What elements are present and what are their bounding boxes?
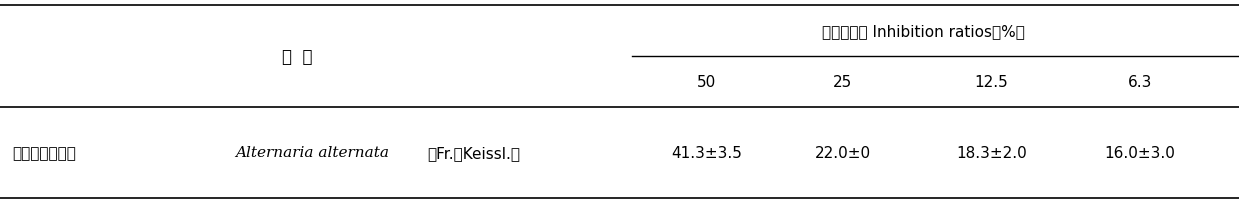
Text: 16.0±3.0: 16.0±3.0 bbox=[1104, 145, 1176, 160]
Text: 6.3: 6.3 bbox=[1127, 74, 1152, 89]
Text: Alternaria alternata: Alternaria alternata bbox=[235, 146, 389, 159]
Text: （Fr.）Keissl.）: （Fr.）Keissl.） bbox=[427, 145, 520, 160]
Text: 处  理: 处 理 bbox=[282, 48, 312, 65]
Text: 抑制生长率 Inhibition ratios（%）: 抑制生长率 Inhibition ratios（%） bbox=[821, 24, 1025, 39]
Text: 41.3±3.5: 41.3±3.5 bbox=[670, 145, 742, 160]
Text: 18.3±2.0: 18.3±2.0 bbox=[955, 145, 1027, 160]
Text: 多隔链格孢菌（: 多隔链格孢菌（ bbox=[12, 145, 77, 160]
Text: 25: 25 bbox=[833, 74, 852, 89]
Text: 50: 50 bbox=[696, 74, 716, 89]
Text: 22.0±0: 22.0±0 bbox=[814, 145, 871, 160]
Text: 12.5: 12.5 bbox=[974, 74, 1009, 89]
